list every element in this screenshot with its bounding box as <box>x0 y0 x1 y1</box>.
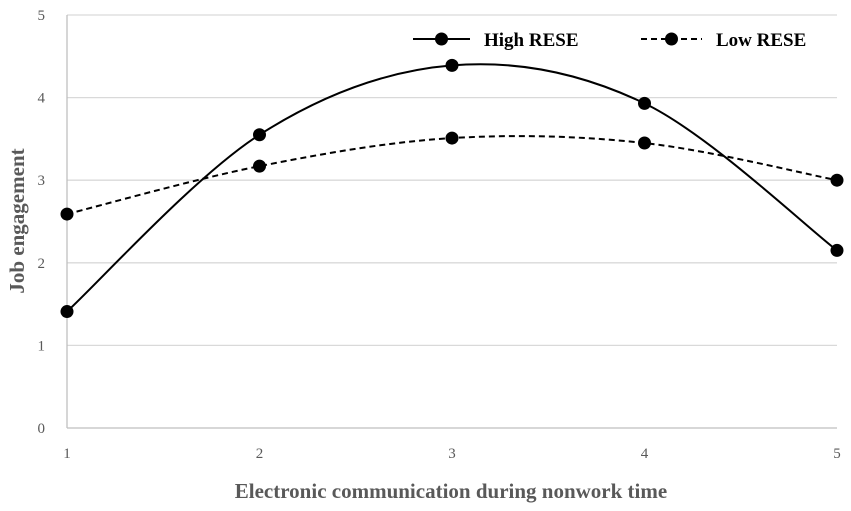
tick-labels: 0 1 2 3 4 5 1 2 3 4 5 <box>38 8 841 462</box>
x-tick-label: 4 <box>641 446 649 462</box>
data-point <box>253 128 266 142</box>
legend-item: High RESE <box>413 30 579 51</box>
data-point <box>60 305 74 319</box>
y-tick-label: 4 <box>38 91 46 107</box>
series-high-rese <box>60 58 844 319</box>
series-group <box>60 58 844 319</box>
data-point <box>638 136 651 150</box>
data-point <box>830 173 844 187</box>
legend-marker <box>435 32 448 46</box>
x-tick-label: 5 <box>833 446 841 462</box>
series-line <box>66 135 838 216</box>
y-tick-label: 3 <box>38 173 46 189</box>
data-point <box>253 159 266 173</box>
data-point <box>830 243 844 257</box>
legend: High RESE Low RESE <box>413 30 806 51</box>
axes <box>66 15 837 429</box>
y-tick-label: 1 <box>38 338 46 354</box>
data-point <box>638 96 651 110</box>
series-low-rese <box>60 131 844 221</box>
x-tick-label: 2 <box>256 446 264 462</box>
legend-label: High RESE <box>484 30 579 51</box>
y-tick-label: 2 <box>38 256 46 272</box>
data-point <box>445 58 459 72</box>
x-tick-label: 1 <box>63 446 71 462</box>
data-point <box>60 207 74 221</box>
legend-marker <box>665 32 678 46</box>
y-axis-title: Job engagement <box>5 148 29 293</box>
x-axis-title: Electronic communication during nonwork … <box>235 479 667 503</box>
legend-label: Low RESE <box>716 30 806 51</box>
y-tick-label: 0 <box>38 421 46 437</box>
legend-item: Low RESE <box>641 30 806 51</box>
y-tick-label: 5 <box>38 8 46 24</box>
series-line <box>66 63 838 313</box>
data-point <box>445 131 459 145</box>
x-tick-label: 3 <box>448 446 456 462</box>
